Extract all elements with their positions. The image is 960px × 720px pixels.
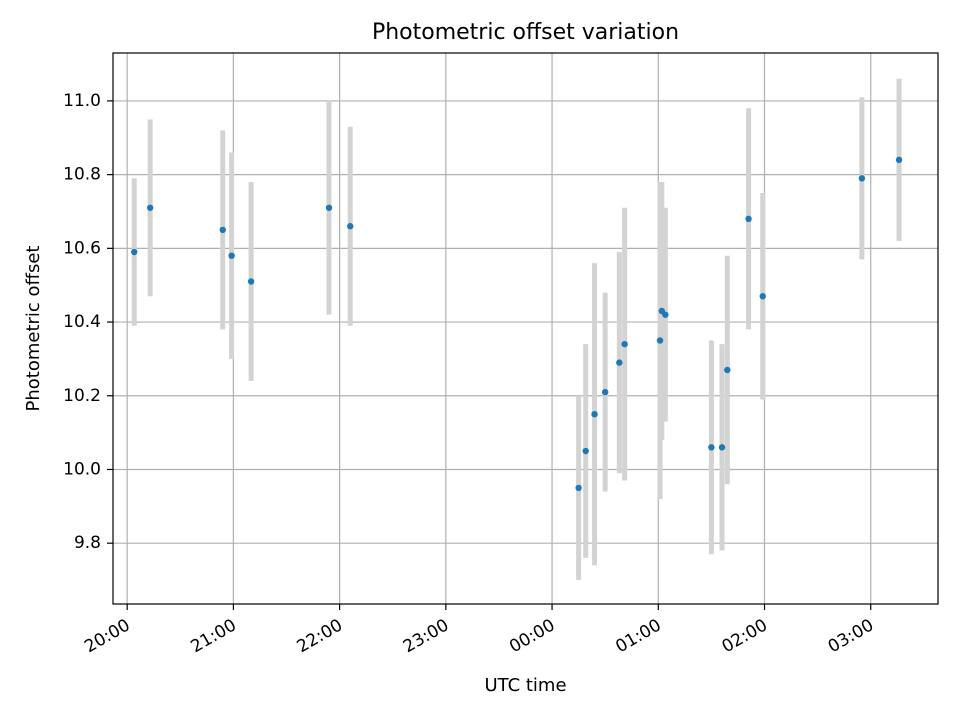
y-tick-label: 10.8 [63,165,101,185]
data-point [325,204,333,211]
data-point [591,410,598,418]
y-tick-label: 9.8 [74,533,101,553]
data-point [708,444,715,451]
y-tick-label: 10.0 [63,459,101,479]
y-axis-label: Photometric offset [23,246,44,412]
data-point [718,444,726,451]
data-point [347,223,354,230]
data-point [131,248,138,256]
data-point [582,447,589,455]
grid [113,53,938,604]
y-tick-label: 10.4 [63,312,101,332]
tick-marks [107,100,872,610]
data-point [219,226,226,234]
plot-frame [112,52,939,605]
data-point [621,340,628,348]
data-points [131,156,903,492]
y-tick-labels: 9.8 10.0 10.2 10.4 10.6 10.8 11.0 [63,91,101,553]
x-tick-labels: 20:00 21:00 22:00 23:00 00:00 01:00 02:00 03:00 [81,615,877,657]
data-point [745,215,752,223]
chart-title: Photometric offset variation [372,20,679,45]
y-tick-label: 10.2 [63,386,101,406]
x-tick-label: 02:00 [719,615,771,657]
data-point [724,366,731,374]
y-tick-label: 10.6 [63,238,101,258]
x-tick-label: 01:00 [612,615,664,657]
data-point [601,388,609,396]
x-axis-label: UTC time [484,675,566,696]
x-tick-label: 21:00 [187,615,239,657]
x-tick-label: 23:00 [400,615,452,657]
data-point [662,311,669,318]
data-point [575,484,582,492]
x-tick-label: 00:00 [506,615,558,657]
error-bars [131,78,902,581]
y-tick-label: 11.0 [63,91,101,111]
data-point [759,293,766,300]
data-point [656,337,664,344]
data-point [858,175,866,182]
x-tick-label: 22:00 [294,615,346,657]
data-point [228,252,235,259]
x-tick-label: 20:00 [81,615,133,657]
data-point [146,204,154,211]
data-point [895,156,903,164]
x-tick-label: 03:00 [825,615,877,657]
data-point [247,278,255,285]
data-point [616,359,623,366]
